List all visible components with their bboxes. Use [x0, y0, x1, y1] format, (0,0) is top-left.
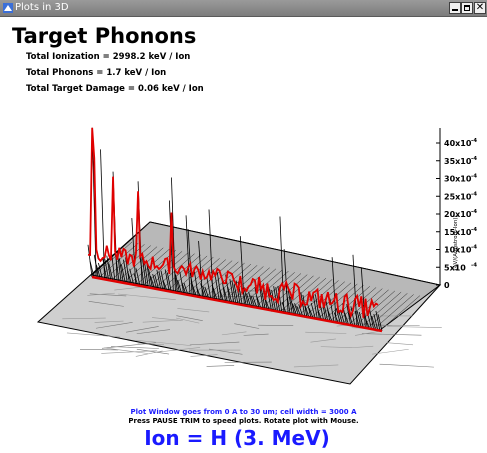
plot-window-info: Plot Window goes from 0 A to 30 um; cell… — [130, 408, 357, 416]
total-phonons: Total Phonons = 1.7 keV / Ion — [26, 68, 167, 78]
z-tick-label: 35x10 — [444, 157, 472, 166]
z-tick-label: 25x10 — [444, 192, 472, 201]
app-icon — [3, 3, 13, 13]
z-tick-exponent: -4 — [471, 138, 477, 144]
ion-label: Ion = H (3. MeV) — [144, 426, 330, 450]
z-tick-label: 15x10 — [444, 228, 472, 237]
total-ionization: Total Ionization = 2998.2 keV / Ion — [26, 52, 191, 62]
z-tick-label: 0 — [444, 281, 450, 290]
minimize-icon[interactable] — [449, 2, 461, 14]
z-tick-label: 30x10 — [444, 175, 472, 184]
series-line — [87, 127, 379, 319]
z-tick-label: 40x10 — [444, 139, 472, 148]
baseline-red — [91, 275, 383, 333]
close-icon[interactable]: ✕ — [474, 2, 486, 14]
z-tick-exponent: -4 — [471, 227, 477, 233]
z-tick-exponent: -4 — [471, 156, 477, 162]
z-tick-exponent: -4 — [471, 191, 477, 197]
z-tick-exponent: -4 — [471, 174, 477, 180]
z-tick-label: 5x10 — [444, 263, 466, 272]
z-tick-exponent: -4 — [471, 209, 477, 215]
z-tick-exponent: -4 — [471, 245, 477, 251]
hint-text: Press PAUSE TRIM to speed plots. Rotate … — [128, 417, 359, 425]
floor-texture — [62, 284, 442, 368]
z-tick-exponent: -4 — [471, 262, 477, 268]
z-axis-label: (eV/(Angstrom-Ion)) — [453, 215, 459, 270]
title-bar[interactable]: Plots in 3D ✕ — [0, 0, 487, 17]
z-tick-label: 10x10 — [444, 246, 472, 255]
window-title: Plots in 3D — [15, 2, 69, 13]
maximize-icon[interactable] — [461, 2, 473, 14]
z-tick-label: 20x10 — [444, 210, 472, 219]
page-title: Target Phonons — [12, 24, 197, 48]
total-target-damage: Total Target Damage = 0.06 keV / Ion — [26, 84, 204, 94]
